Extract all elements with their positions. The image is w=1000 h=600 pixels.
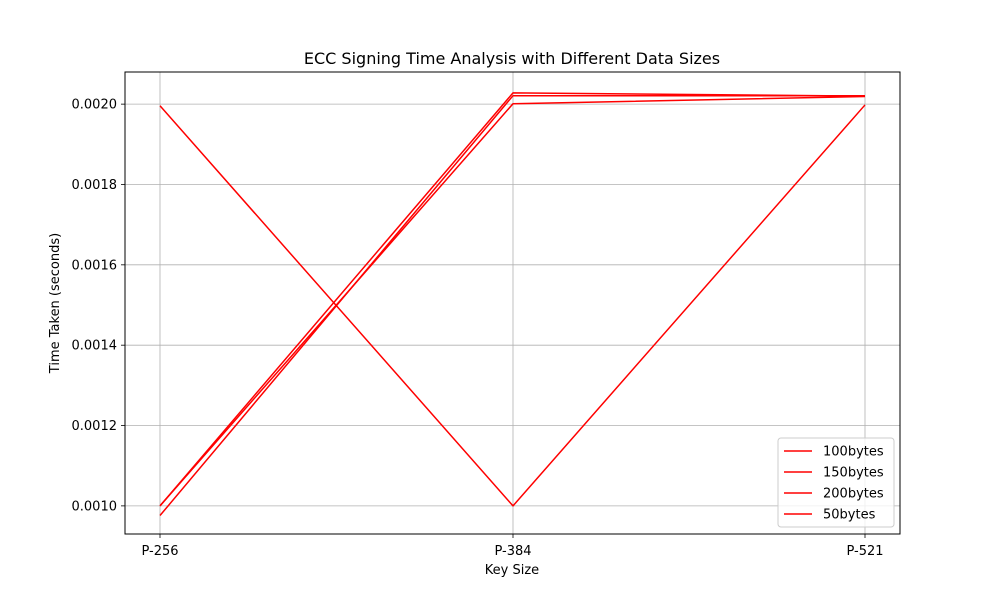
legend-label: 50bytes	[823, 508, 876, 523]
y-tick-label: 0.0020	[72, 98, 118, 113]
grid	[125, 72, 900, 534]
chart-title: ECC Signing Time Analysis with Different…	[304, 49, 720, 68]
legend: 100bytes 150bytes 200bytes 50bytes	[777, 437, 895, 528]
y-tick-label: 0.0012	[72, 419, 118, 434]
series-line-200bytes	[159, 95, 866, 507]
x-tick-label: P-256	[141, 544, 178, 559]
legend-label: 100bytes	[823, 445, 884, 460]
y-tick-label: 0.0014	[72, 339, 118, 354]
y-tick-label: 0.0016	[72, 258, 118, 273]
series-line-50bytes	[159, 104, 866, 507]
plot-frame	[124, 71, 901, 535]
y-axis-ticks: 0.0010 0.0012 0.0014 0.0016 0.0018 0.0020	[72, 98, 125, 514]
x-tick-label: P-384	[494, 544, 531, 559]
y-tick-label: 0.0018	[72, 178, 118, 193]
legend-label: 200bytes	[823, 487, 884, 502]
x-axis-ticks: P-256 P-384 P-521	[141, 534, 884, 559]
legend-box	[777, 437, 895, 528]
series-layer	[159, 92, 866, 517]
x-axis-label: Key Size	[485, 563, 539, 578]
y-tick-label: 0.0010	[72, 499, 118, 514]
y-axis-label: Time Taken (seconds)	[48, 233, 63, 374]
legend-label: 150bytes	[823, 466, 884, 481]
plot-area	[125, 72, 900, 534]
series-line-150bytes	[159, 94, 865, 517]
x-tick-label: P-521	[846, 544, 883, 559]
